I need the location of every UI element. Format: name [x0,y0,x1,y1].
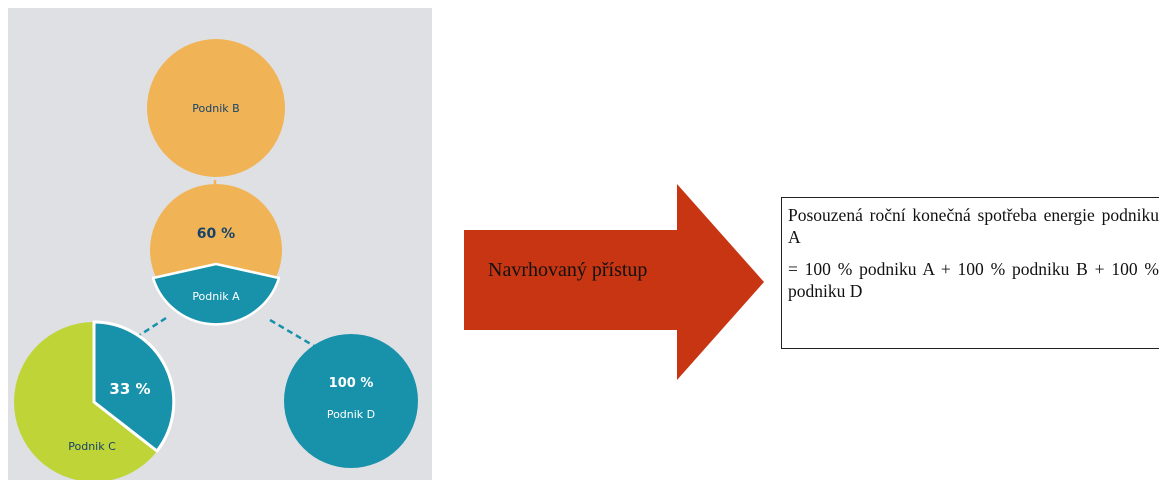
node-a-teal-segment [151,262,281,326]
node-a-percent: 60 % [197,226,235,242]
node-c-teal-segment [92,320,176,453]
text-box: Posouzená roční konečná spotřeba energie… [781,197,1159,349]
node-b-circle [147,39,285,177]
connector-a-c [125,316,167,346]
node-d-percent: 100 % [329,376,374,391]
diagram-panel: Podnik B 60 % Podnik A 33 % Podnik C 100… [8,8,432,480]
node-c-percent: 33 % [109,380,150,398]
node-d-label: Podnik D [327,408,375,421]
node-d-circle [284,334,418,468]
arrow-shape [464,184,764,380]
node-b-label: Podnik B [192,102,239,115]
text-box-line-consumption: Posouzená roční konečná spotřeba energie… [788,205,1159,247]
text-box-line-formula: = 100 % podniku A + 100 % podniku B + 10… [788,259,1159,301]
node-c-label: Podnik C [68,440,116,453]
arrow-polygon [464,184,764,380]
arrow-label: Navrhovaný přístup [488,259,648,281]
node-a-label: Podnik A [192,290,240,303]
